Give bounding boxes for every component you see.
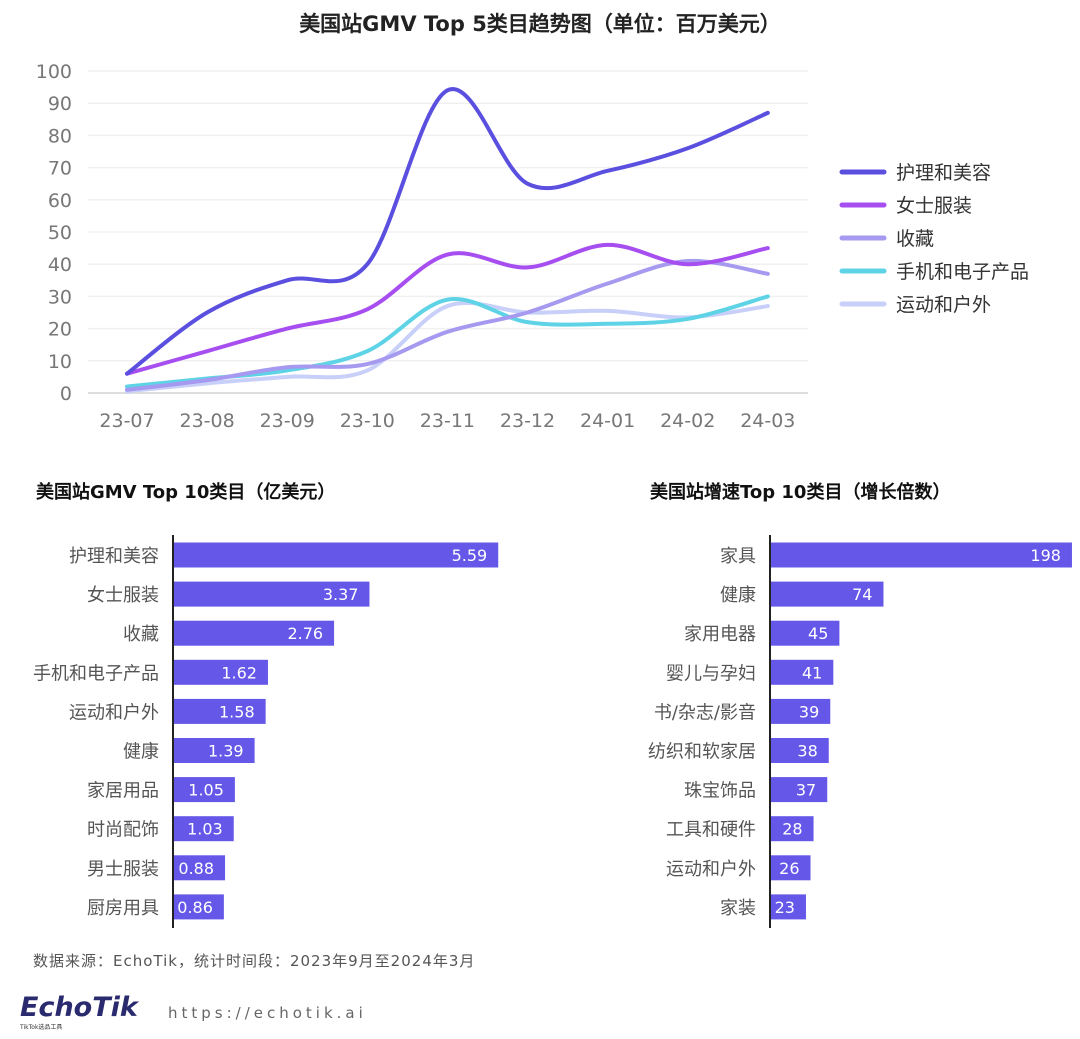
bar-value-label: 1.05 bbox=[188, 781, 224, 800]
legend-label: 手机和电子产品 bbox=[896, 261, 1029, 283]
bar-category-label: 收藏 bbox=[123, 624, 159, 645]
bar-category-label: 运动和户外 bbox=[69, 702, 159, 723]
website-url[interactable]: https://echotik.ai bbox=[168, 1004, 367, 1022]
x-tick-label: 23-08 bbox=[179, 410, 234, 432]
bar bbox=[771, 855, 811, 881]
y-tick-label: 90 bbox=[48, 93, 72, 115]
x-tick-label: 23-10 bbox=[340, 410, 395, 432]
x-tick-label: 23-07 bbox=[99, 410, 154, 432]
bar bbox=[174, 894, 224, 920]
bar-category-label: 健康 bbox=[720, 585, 756, 606]
bar-value-label: 37 bbox=[796, 781, 816, 800]
source-note: 数据来源：EchoTik，统计时间段：2023年9月至2024年3月 bbox=[33, 952, 476, 970]
bar-category-label: 家具 bbox=[720, 546, 756, 567]
x-tick-label: 24-03 bbox=[740, 410, 795, 432]
bar bbox=[174, 738, 255, 763]
legend-label: 女士服装 bbox=[896, 195, 972, 217]
bar-value-label: 0.86 bbox=[177, 898, 213, 917]
y-tick-label: 70 bbox=[48, 158, 72, 180]
bar bbox=[174, 855, 226, 881]
y-tick-label: 30 bbox=[48, 286, 72, 308]
bar bbox=[771, 659, 834, 685]
x-tick-label: 23-12 bbox=[500, 410, 555, 432]
bar-value-label: 38 bbox=[797, 742, 817, 761]
bar-value-label: 45 bbox=[808, 624, 828, 643]
line-chart: 0 10 20 30 40 50 60 70 80 90 100 23-07 23-08 23-09 23-… bbox=[36, 61, 1029, 432]
bar bbox=[771, 777, 828, 803]
bar-category-label: 女士服装 bbox=[87, 585, 159, 606]
legend-label: 运动和户外 bbox=[896, 294, 991, 316]
x-tick-label: 23-11 bbox=[420, 410, 475, 432]
legend-label: 收藏 bbox=[896, 228, 934, 250]
bar-value-label: 23 bbox=[775, 898, 795, 917]
bar-category-label: 运动和户外 bbox=[666, 859, 756, 880]
bar-value-label: 26 bbox=[779, 859, 799, 878]
series-line bbox=[125, 87, 770, 376]
bar-category-label: 工具和硬件 bbox=[666, 820, 756, 841]
bar bbox=[771, 816, 814, 842]
series-line bbox=[125, 258, 770, 392]
bar-value-label: 5.59 bbox=[452, 546, 488, 565]
bar-category-label: 男士服装 bbox=[87, 859, 159, 880]
bar-value-label: 0.88 bbox=[178, 859, 214, 878]
y-tick-label: 20 bbox=[48, 319, 72, 341]
y-tick-label: 40 bbox=[48, 254, 72, 276]
line-chart-title: 美国站GMV Top 5类目趋势图（单位：百万美元） bbox=[299, 12, 781, 36]
bar bbox=[771, 894, 806, 920]
series-line bbox=[125, 300, 770, 394]
x-tick-label: 24-01 bbox=[580, 410, 635, 432]
bar-chart-2-title: 美国站增速Top 10类目（增长倍数） bbox=[650, 482, 951, 503]
bar-category-label: 纺织和软家居 bbox=[648, 742, 756, 763]
bar-category-label: 珠宝饰品 bbox=[684, 781, 756, 802]
y-tick-label: 60 bbox=[48, 190, 72, 212]
bar-value-label: 198 bbox=[1030, 546, 1061, 565]
bar bbox=[771, 738, 829, 763]
bar bbox=[174, 659, 268, 685]
x-tick-label: 24-02 bbox=[660, 410, 715, 432]
bar-value-label: 1.39 bbox=[208, 742, 244, 761]
legend-label: 护理和美容 bbox=[896, 162, 991, 184]
bar bbox=[174, 698, 266, 724]
bar-category-label: 家装 bbox=[720, 898, 756, 919]
bar-category-label: 婴儿与孕妇 bbox=[666, 663, 756, 684]
bar-category-label: 家居用品 bbox=[87, 781, 159, 802]
bar-category-label: 手机和电子产品 bbox=[33, 663, 159, 684]
bar-charts: 护理和美容 5.59 女士服装 3.37 收藏 2.76 手机和电子产品 1.62 运动和户外 1… bbox=[33, 535, 1072, 928]
bar-value-label: 41 bbox=[802, 663, 822, 682]
series-line bbox=[125, 242, 770, 376]
bar-category-label: 厨房用具 bbox=[87, 898, 159, 919]
echotik-logo: EchoTik bbox=[20, 992, 138, 1023]
bar-value-label: 39 bbox=[799, 702, 819, 721]
y-tick-label: 80 bbox=[48, 125, 72, 147]
y-tick-label: 100 bbox=[36, 61, 72, 83]
bar-category-label: 护理和美容 bbox=[69, 546, 159, 567]
bar-value-label: 2.76 bbox=[287, 624, 323, 643]
bar bbox=[174, 620, 335, 646]
bar bbox=[771, 581, 884, 607]
bar-category-label: 时尚配饰 bbox=[87, 820, 159, 841]
bar-value-label: 74 bbox=[852, 585, 872, 604]
bar-value-label: 1.03 bbox=[187, 820, 223, 839]
y-tick-label: 10 bbox=[48, 351, 72, 373]
bar-category-label: 书/杂志/影音 bbox=[654, 702, 756, 723]
bar-value-label: 28 bbox=[782, 820, 802, 839]
bar-chart-1-title: 美国站GMV Top 10类目（亿美元） bbox=[36, 482, 336, 503]
bar bbox=[174, 542, 499, 568]
y-tick-label: 50 bbox=[48, 222, 72, 244]
logo-subtitle: TikTok选品工具 bbox=[20, 1024, 63, 1031]
bar bbox=[771, 698, 831, 724]
y-tick-label: 0 bbox=[60, 383, 72, 405]
bar-value-label: 1.62 bbox=[221, 663, 257, 682]
bar bbox=[771, 542, 1072, 568]
bar bbox=[174, 816, 234, 842]
bar bbox=[174, 777, 235, 803]
bar-category-label: 家用电器 bbox=[684, 624, 756, 645]
x-tick-label: 23-09 bbox=[260, 410, 315, 432]
bar-value-label: 3.37 bbox=[323, 585, 359, 604]
bar-value-label: 1.58 bbox=[219, 702, 255, 721]
bar bbox=[771, 620, 840, 646]
bar-category-label: 健康 bbox=[123, 742, 159, 763]
bar bbox=[174, 581, 370, 607]
